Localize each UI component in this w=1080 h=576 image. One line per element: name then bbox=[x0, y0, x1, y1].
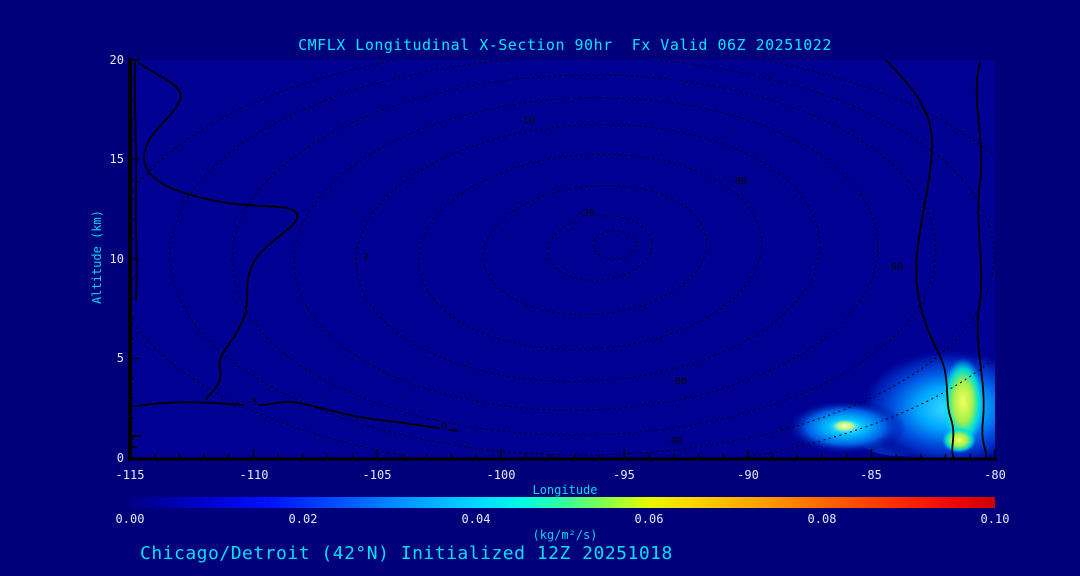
cbar-tick-006: 0.06 bbox=[634, 512, 664, 526]
contour-label: -90 bbox=[884, 262, 905, 273]
x-tick-110: -110 bbox=[239, 468, 269, 482]
contour-label: -90 bbox=[664, 436, 685, 447]
x-tick-100: -100 bbox=[486, 468, 516, 482]
cbar-tick-000: 0.00 bbox=[115, 512, 145, 526]
contour-label: 2 bbox=[362, 252, 371, 263]
cbar-tick-002: 0.02 bbox=[288, 512, 318, 526]
plot-area bbox=[130, 60, 995, 458]
contour-label: -10 bbox=[516, 116, 537, 127]
init-caption: Chicago/Detroit (42°N) Initialized 12Z 2… bbox=[140, 543, 673, 564]
x-tick-90: -90 bbox=[737, 468, 759, 482]
colorbar-units-label: (kg/m²/s) bbox=[532, 528, 598, 542]
x-axis-label: Longitude bbox=[532, 483, 598, 497]
plot-title: CMFLX Longitudinal X-Section 90hr Fx Val… bbox=[298, 36, 832, 54]
y-tick-0: 0 bbox=[116, 451, 124, 465]
cbar-tick-004: 0.04 bbox=[461, 512, 491, 526]
y-tick-15: 15 bbox=[109, 152, 124, 166]
contour-label: -3 bbox=[244, 397, 259, 408]
x-tick-85: -85 bbox=[860, 468, 882, 482]
contour-label: 0 bbox=[440, 421, 449, 432]
y-tick-10: 10 bbox=[109, 252, 124, 266]
x-tick-95: -95 bbox=[613, 468, 635, 482]
cbar-tick-010: 0.10 bbox=[980, 512, 1010, 526]
cbar-tick-008: 0.08 bbox=[807, 512, 837, 526]
dashed-contours bbox=[130, 60, 995, 458]
shaded-flux-maxima bbox=[786, 348, 995, 458]
colorbar bbox=[130, 497, 995, 508]
solid-contours bbox=[130, 60, 988, 458]
y-tick-5: 5 bbox=[116, 351, 124, 365]
x-tick-115: -115 bbox=[115, 468, 145, 482]
contour-label: -80 bbox=[728, 176, 749, 187]
contour-label: -80 bbox=[668, 376, 689, 387]
x-tick-105: -105 bbox=[362, 468, 392, 482]
y-tick-20: 20 bbox=[109, 53, 124, 67]
x-tick-80: -80 bbox=[984, 468, 1006, 482]
contour-label: -30 bbox=[576, 208, 597, 219]
